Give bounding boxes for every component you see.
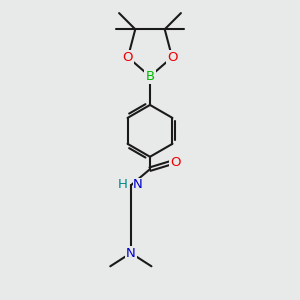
Text: N: N (126, 247, 136, 260)
Text: N: N (133, 178, 143, 191)
Text: O: O (123, 51, 133, 64)
Text: O: O (167, 51, 177, 64)
Text: B: B (146, 70, 154, 83)
Text: O: O (170, 156, 181, 169)
Text: H: H (118, 178, 127, 191)
